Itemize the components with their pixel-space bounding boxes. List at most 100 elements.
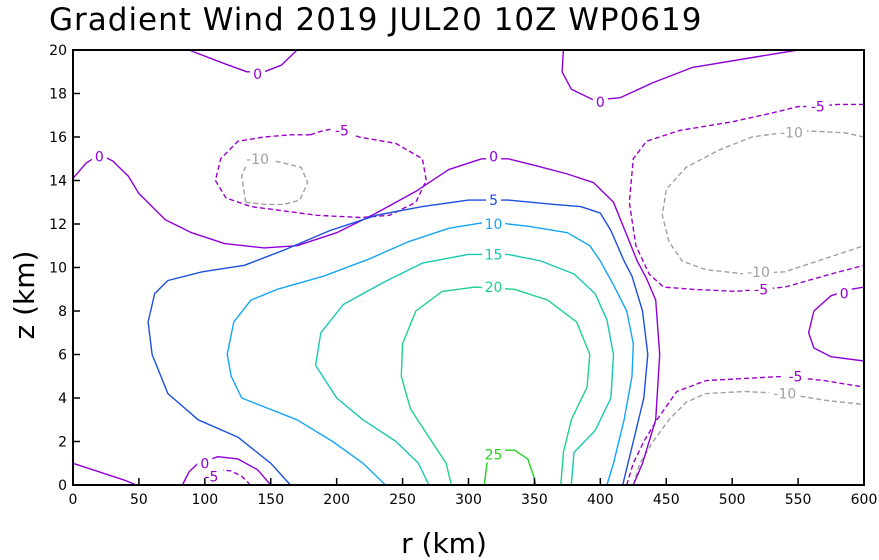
x-tick-label: 600 <box>851 492 878 508</box>
y-tick-label: 16 <box>49 130 67 146</box>
contour-label-text: -5 <box>335 123 349 139</box>
contour-label-3: 0 <box>592 94 608 111</box>
y-tick-label: 14 <box>49 174 67 190</box>
contour-label-bg <box>806 98 830 115</box>
contour-label-text: -5 <box>788 369 802 385</box>
contour-label-10: -5 <box>199 468 223 485</box>
contour-line-0-8 <box>72 153 661 486</box>
contour-label-text: 0 <box>200 456 209 472</box>
y-tick-label: 8 <box>58 304 67 320</box>
contour-label-17: 15 <box>482 246 506 263</box>
contour-label-bg <box>482 446 506 463</box>
y-tick-label: 6 <box>58 348 67 364</box>
contour-label-16: 10 <box>482 216 506 233</box>
contour-label-text: 0 <box>596 95 605 111</box>
contour-label-bg <box>743 263 775 280</box>
contour-label-18: 20 <box>482 279 506 296</box>
contour-label-text: -10 <box>780 126 803 142</box>
contour-label-text: 5 <box>489 193 498 209</box>
contour-label-13: -10 <box>743 263 775 281</box>
contour-label-1: 0 <box>91 148 107 166</box>
contour-label-19: 25 <box>482 446 506 464</box>
contour-label-text: 0 <box>253 67 262 83</box>
contour-label-14: -10 <box>769 385 801 403</box>
contour-label-text: -5 <box>204 469 218 485</box>
contour-label-text: 10 <box>485 217 503 233</box>
contour-label-bg <box>836 285 852 302</box>
x-tick-label: 250 <box>389 492 416 508</box>
contour-label-2: 0 <box>486 148 502 166</box>
x-tick-label: 300 <box>455 492 482 508</box>
x-tick-label: 50 <box>130 492 148 508</box>
contour-label-bg <box>250 65 266 82</box>
contour-label-bg <box>482 279 506 296</box>
x-axis-ticks: 0 50 100 150 200 250 300 350 400 450 500 550 600 <box>69 478 878 508</box>
contour-label-text: -10 <box>747 265 770 281</box>
contour-label-bg <box>783 368 807 385</box>
contour-label-text: 0 <box>95 150 104 166</box>
contour-label-bg <box>91 148 107 165</box>
contour-label-text: 0 <box>489 150 498 166</box>
y-tick-label: 0 <box>58 478 67 494</box>
contour-line-0-12 <box>181 456 272 486</box>
contour-label-4: 0 <box>836 285 852 303</box>
contour-label-text: 0 <box>840 287 849 303</box>
y-tick-label: 20 <box>49 43 67 59</box>
contour-label-text: -10 <box>246 152 269 168</box>
contour-label-bg <box>775 124 807 141</box>
x-tick-label: 500 <box>719 492 746 508</box>
contour-label-bg <box>486 148 502 165</box>
contour-line-0-9 <box>561 49 799 101</box>
x-tick-label: 100 <box>191 492 218 508</box>
chart-title: Gradient Wind 2019 JUL20 10Z WP0619 <box>49 2 702 38</box>
contour-label-6: -5 <box>330 122 354 139</box>
contour-label-text: 25 <box>485 448 503 464</box>
x-tick-label: 350 <box>521 492 548 508</box>
contour-line--10-0 <box>241 155 309 206</box>
contour-line-5-13 <box>147 199 649 486</box>
y-tick-label: 2 <box>58 435 67 451</box>
x-tick-label: 450 <box>653 492 680 508</box>
contour-label-text: -10 <box>773 387 796 403</box>
y-axis-ticks: 0 2 4 6 8 10 12 14 16 18 20 <box>49 43 80 494</box>
contour-label-bg <box>592 94 608 111</box>
contour-label-bg <box>330 122 354 139</box>
contour-label-15: 5 <box>486 192 502 209</box>
contour-label-text: -5 <box>754 282 768 298</box>
contour-label-bg <box>482 246 506 263</box>
contour-label-12: -10 <box>775 124 807 142</box>
x-axis-label: r (km) <box>401 527 487 560</box>
contour-label-9: -5 <box>783 368 807 385</box>
x-tick-label: 0 <box>69 492 78 508</box>
contour-label-bg <box>197 455 213 472</box>
contour-line-15-15 <box>314 253 615 486</box>
x-tick-label: 200 <box>323 492 350 508</box>
contour-line-20-16 <box>400 286 591 486</box>
contour-line--5-4 <box>628 103 865 293</box>
x-tick-label: 150 <box>257 492 284 508</box>
contour-label-bg <box>749 281 773 298</box>
contour-label-text: -5 <box>811 100 825 116</box>
contour-line-0-7 <box>188 49 298 73</box>
y-tick-label: 18 <box>49 87 67 103</box>
contour-label-5: 0 <box>197 455 213 472</box>
x-tick-label: 550 <box>785 492 812 508</box>
contour-label-text: 15 <box>485 247 503 263</box>
contour-label-bg <box>482 216 506 232</box>
y-axis-label: z (km) <box>8 251 41 340</box>
contour-label-11: -10 <box>242 150 274 168</box>
contour-label-8: -5 <box>749 281 773 298</box>
contour-label-bg <box>486 192 502 209</box>
contour-label-7: -5 <box>806 98 830 116</box>
x-tick-label: 400 <box>587 492 614 508</box>
contour-label-bg <box>242 150 274 167</box>
contour-line-10-14 <box>226 221 634 486</box>
contour-label-bg <box>769 385 801 402</box>
contour-line-0-11 <box>72 462 137 486</box>
contour-label-0: 0 <box>250 65 266 83</box>
y-tick-label: 4 <box>58 391 67 407</box>
contour-label-bg <box>199 468 223 485</box>
